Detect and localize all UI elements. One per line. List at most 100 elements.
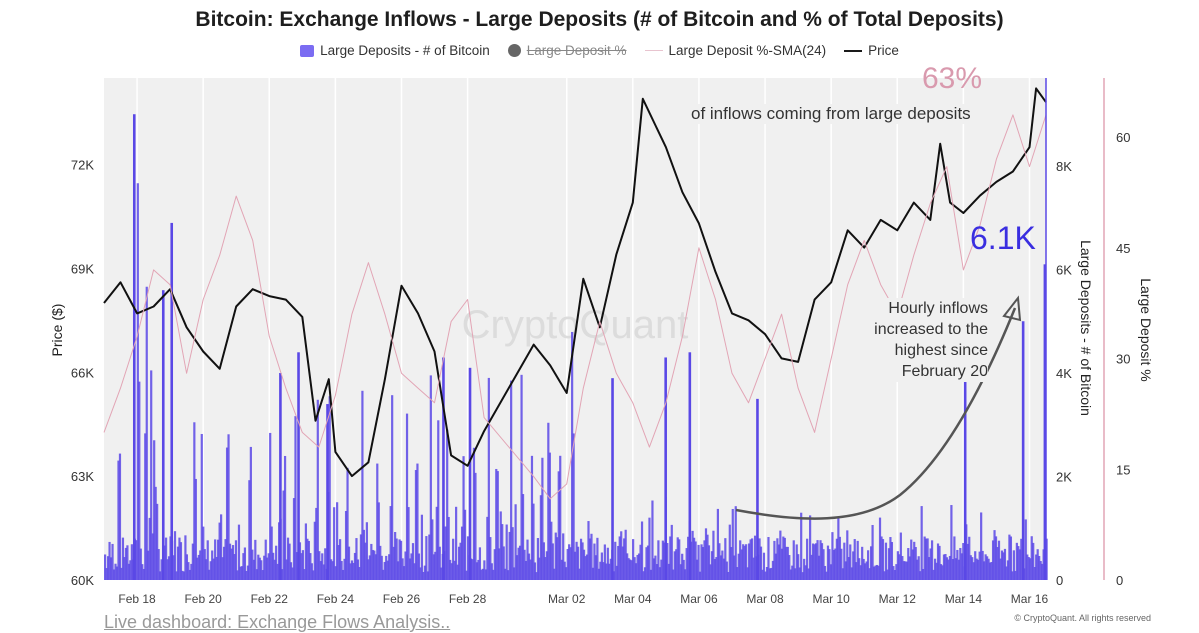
deposit-bar bbox=[816, 540, 819, 580]
deposit-bar bbox=[831, 532, 834, 580]
deposit-bar bbox=[307, 540, 310, 580]
deposit-bar bbox=[398, 539, 401, 580]
deposit-bar bbox=[374, 554, 377, 580]
deposit-bar bbox=[508, 531, 511, 580]
deposit-bar bbox=[520, 374, 523, 580]
deposit-bar bbox=[344, 510, 348, 580]
deposit-bar bbox=[463, 509, 467, 580]
deposit-bar bbox=[231, 545, 235, 580]
deposit-bar bbox=[440, 567, 443, 580]
deposit-bar bbox=[346, 467, 349, 580]
legend-swatch-dot bbox=[507, 44, 521, 57]
deposit-bar bbox=[780, 548, 783, 580]
deposit-bar bbox=[499, 511, 502, 580]
deposit-bar bbox=[826, 545, 830, 580]
deposit-bar bbox=[875, 564, 879, 580]
deposit-bar bbox=[886, 569, 889, 580]
deposit-bar bbox=[176, 546, 180, 580]
deposit-bar bbox=[1038, 555, 1041, 580]
deposit-bar-peak bbox=[1021, 321, 1025, 580]
deposit-bar bbox=[605, 563, 608, 580]
deposit-bar bbox=[917, 556, 920, 580]
deposit-bar bbox=[587, 521, 590, 580]
deposit-bar bbox=[560, 559, 563, 580]
deposit-bar bbox=[193, 422, 196, 580]
deposit-bar bbox=[538, 557, 541, 580]
x-tick-label: Mar 14 bbox=[945, 592, 983, 606]
deposit-bar bbox=[114, 563, 117, 580]
annotation-btc: 6.1K bbox=[970, 220, 1036, 256]
deposit-bar bbox=[941, 565, 944, 580]
deposit-bar bbox=[852, 551, 855, 580]
deposit-bar bbox=[1041, 563, 1044, 580]
legend-item-price[interactable]: Price bbox=[844, 43, 899, 58]
x-tick-label: Feb 18 bbox=[118, 592, 156, 606]
deposit-bar bbox=[486, 516, 489, 580]
deposit-bar bbox=[377, 502, 380, 580]
deposit-bar bbox=[584, 556, 587, 580]
deposit-bar bbox=[654, 555, 657, 580]
deposit-bar bbox=[905, 561, 908, 580]
deposit-bar bbox=[145, 286, 148, 580]
pct-tick-label: 30 bbox=[1116, 352, 1130, 367]
deposit-bar bbox=[652, 558, 656, 580]
deposit-bar bbox=[347, 546, 351, 580]
legend-item-sma[interactable]: Large Deposit %-SMA(24) bbox=[644, 43, 826, 58]
deposit-bar bbox=[768, 568, 772, 580]
deposit-bar bbox=[966, 543, 969, 580]
deposit-bar bbox=[109, 557, 113, 580]
trend-arrow bbox=[735, 307, 1017, 520]
deposit-bar bbox=[1024, 519, 1027, 580]
deposit-bar bbox=[606, 547, 609, 580]
x-tick-label: Feb 22 bbox=[251, 592, 289, 606]
deposit-bar bbox=[1036, 549, 1039, 580]
deposit-bar bbox=[809, 515, 812, 580]
deposit-bar bbox=[960, 553, 963, 580]
deposit-bar bbox=[523, 549, 526, 580]
deposit-bar bbox=[383, 561, 386, 580]
legend-swatch-line bbox=[644, 50, 663, 51]
deposit-bar bbox=[938, 545, 941, 580]
deposit-bar bbox=[682, 559, 685, 580]
deposit-bar bbox=[234, 540, 238, 580]
legend-item-large-deposits[interactable]: Large Deposits - # of Bitcoin bbox=[300, 43, 490, 58]
deposit-bar bbox=[773, 540, 776, 580]
deposit-bar bbox=[304, 523, 307, 580]
deposit-bar bbox=[147, 550, 150, 580]
deposit-bar bbox=[505, 524, 508, 580]
deposit-bar bbox=[855, 562, 858, 580]
deposit-bar bbox=[310, 563, 313, 580]
deposit-bar bbox=[624, 529, 627, 580]
deposit-bar bbox=[399, 540, 403, 580]
deposit-bar bbox=[783, 537, 786, 580]
deposit-bar bbox=[846, 530, 849, 580]
pct-tick-label: 60 bbox=[1116, 130, 1130, 145]
deposit-bar-peak bbox=[132, 114, 136, 580]
deposit-bar bbox=[727, 571, 730, 580]
btc-tick-label: 0 bbox=[1056, 573, 1063, 588]
deposit-bar bbox=[840, 548, 843, 580]
deposit-bar bbox=[355, 538, 358, 580]
deposit-bar bbox=[829, 564, 833, 580]
deposit-bar bbox=[353, 552, 357, 580]
deposit-bar bbox=[263, 555, 266, 580]
deposit-bar bbox=[648, 517, 651, 580]
deposit-bar bbox=[391, 395, 394, 580]
dashboard-link[interactable]: Live dashboard: Exchange Flows Analysis.… bbox=[104, 612, 451, 632]
deposit-bar bbox=[185, 554, 189, 580]
deposit-bar bbox=[1026, 554, 1029, 580]
deposit-bar bbox=[734, 506, 737, 580]
deposit-bar bbox=[868, 568, 871, 580]
deposit-bar bbox=[514, 504, 517, 580]
deposit-bar bbox=[511, 527, 514, 580]
deposit-bar-peak bbox=[326, 404, 329, 580]
deposit-bar bbox=[411, 543, 415, 580]
legend-item-large-deposit-pct[interactable]: Large Deposit % bbox=[507, 43, 627, 58]
deposit-bar bbox=[804, 565, 807, 580]
price-line bbox=[103, 87, 1047, 478]
deposit-bar bbox=[1033, 567, 1036, 580]
deposit-bar bbox=[771, 560, 775, 580]
deposit-bar bbox=[563, 561, 566, 580]
deposit-bar bbox=[264, 539, 267, 580]
deposit-bar bbox=[553, 568, 556, 580]
